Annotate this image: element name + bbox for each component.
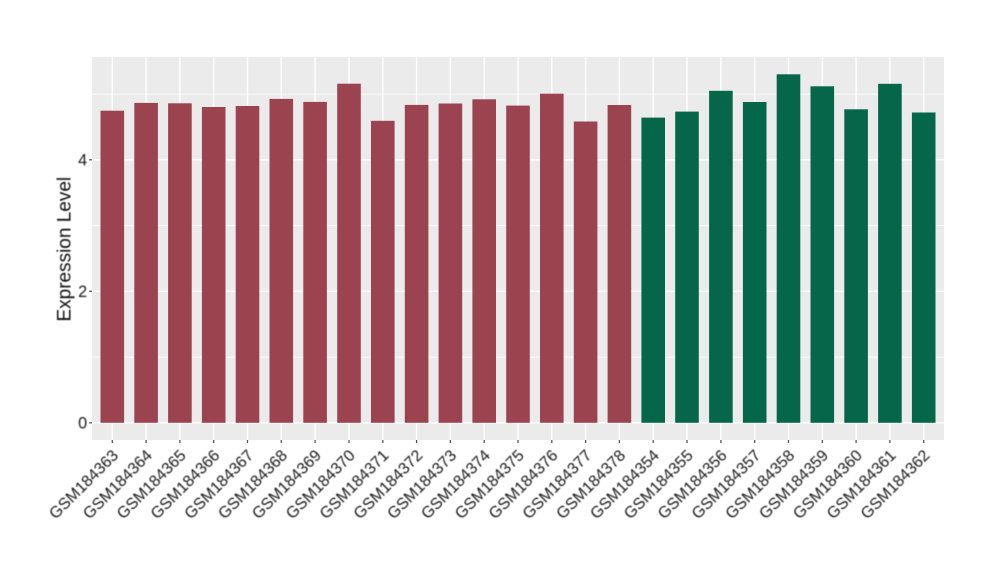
svg-text:2: 2	[78, 283, 87, 301]
svg-text:Expression Level: Expression Level	[55, 177, 76, 322]
svg-text:0: 0	[78, 415, 87, 433]
svg-text:4: 4	[78, 152, 87, 170]
